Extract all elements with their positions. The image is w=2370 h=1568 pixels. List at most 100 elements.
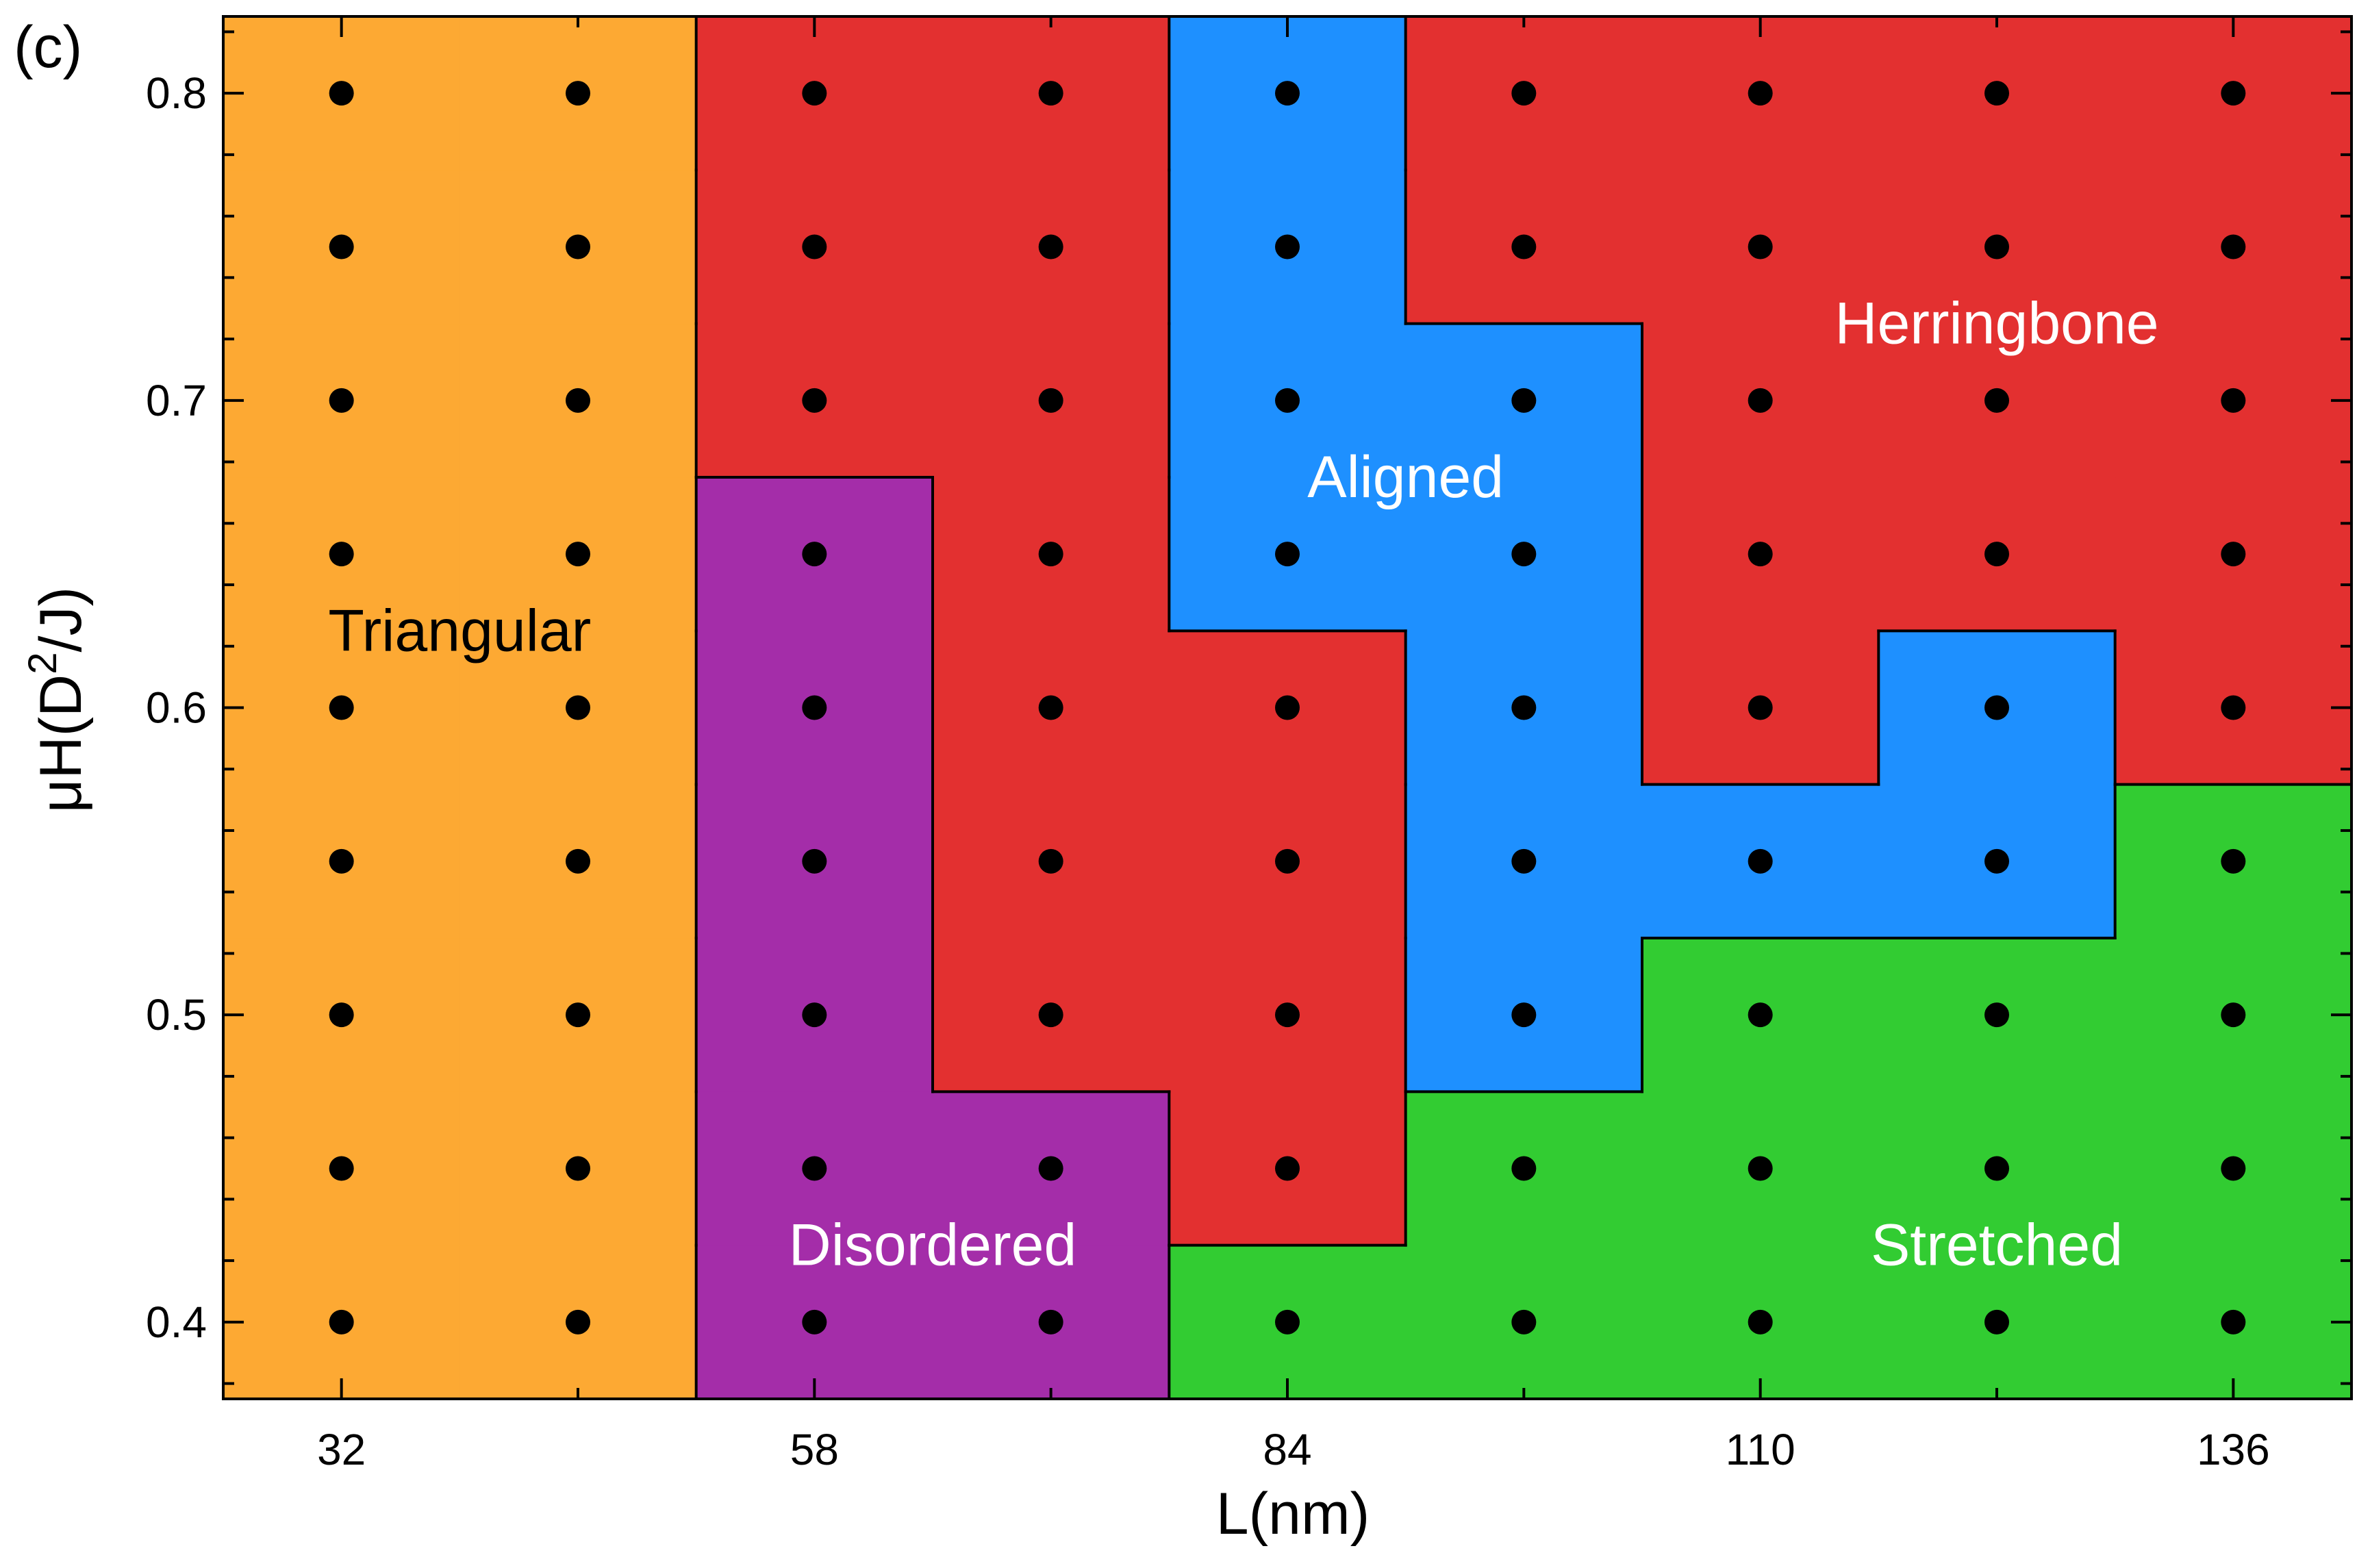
data-point bbox=[1511, 1002, 1537, 1028]
x-tick-label: 110 bbox=[1726, 1425, 1795, 1474]
data-point bbox=[1275, 695, 1300, 720]
phase-boundaries bbox=[694, 15, 2353, 1400]
data-point bbox=[1038, 388, 1063, 413]
data-point bbox=[329, 695, 354, 720]
y-tick-label: 0.8 bbox=[146, 68, 207, 118]
data-point bbox=[1984, 1002, 2009, 1028]
data-point bbox=[566, 848, 590, 874]
data-point bbox=[1275, 848, 1300, 874]
data-point bbox=[1984, 81, 2009, 106]
data-point bbox=[2221, 1002, 2246, 1028]
data-point bbox=[1038, 848, 1063, 874]
data-point bbox=[1748, 234, 1773, 260]
region-label-herringbone: Herringbone bbox=[1835, 291, 2158, 357]
data-point bbox=[329, 542, 354, 567]
data-point bbox=[802, 81, 827, 106]
data-point bbox=[1275, 234, 1300, 260]
data-point bbox=[1748, 1002, 1773, 1028]
data-point bbox=[802, 1002, 827, 1028]
data-point bbox=[1275, 1002, 1300, 1028]
data-point bbox=[2221, 388, 2246, 413]
data-point bbox=[329, 848, 354, 874]
data-point bbox=[802, 848, 827, 874]
data-point bbox=[1511, 1309, 1537, 1335]
data-point bbox=[1038, 1002, 1063, 1028]
data-point bbox=[566, 542, 590, 567]
data-point bbox=[566, 81, 590, 106]
data-point bbox=[329, 1002, 354, 1028]
y-tick-label: 0.6 bbox=[146, 683, 207, 733]
data-point bbox=[802, 1156, 827, 1181]
data-point bbox=[2221, 542, 2246, 567]
region-label-disordered: Disordered bbox=[789, 1213, 1077, 1278]
x-tick-label: 58 bbox=[790, 1425, 839, 1474]
data-point bbox=[2221, 81, 2246, 106]
data-point bbox=[2221, 1309, 2246, 1335]
data-point bbox=[802, 234, 827, 260]
y-tick-label: 0.7 bbox=[146, 376, 207, 425]
data-point bbox=[1748, 1309, 1773, 1335]
data-point bbox=[1511, 695, 1537, 720]
data-points bbox=[329, 81, 2246, 1335]
y-axis-label: μH(D2/J) bbox=[21, 587, 94, 813]
data-point bbox=[1038, 81, 1063, 106]
x-tick-labels: 32 58 84 110 136 bbox=[317, 1425, 2270, 1474]
data-point bbox=[1275, 1309, 1300, 1335]
x-axis-label: L(nm) bbox=[1216, 1481, 1370, 1547]
data-point bbox=[2221, 848, 2246, 874]
data-point bbox=[566, 695, 590, 720]
data-point bbox=[2221, 695, 2246, 720]
data-point bbox=[1748, 388, 1773, 413]
data-point bbox=[1038, 542, 1063, 567]
data-point bbox=[1984, 388, 2009, 413]
data-point bbox=[1984, 234, 2009, 260]
data-point bbox=[1984, 695, 2009, 720]
y-tick-label: 0.5 bbox=[146, 990, 207, 1039]
data-point bbox=[566, 388, 590, 413]
data-point bbox=[566, 1309, 590, 1335]
plot-frame bbox=[222, 15, 2353, 1400]
data-point bbox=[329, 1309, 354, 1335]
y-axis-label-superscript: 2 bbox=[21, 652, 65, 674]
data-point bbox=[1511, 81, 1537, 106]
data-point bbox=[1748, 695, 1773, 720]
data-point bbox=[1511, 848, 1537, 874]
data-point bbox=[1038, 234, 1063, 260]
data-point bbox=[2221, 1156, 2246, 1181]
data-point bbox=[1748, 81, 1773, 106]
data-point bbox=[566, 1156, 590, 1181]
data-point bbox=[1748, 1156, 1773, 1181]
region-label-aligned: Aligned bbox=[1307, 444, 1504, 510]
data-point bbox=[1511, 1156, 1537, 1181]
data-point bbox=[1984, 848, 2009, 874]
data-point bbox=[566, 1002, 590, 1028]
data-point bbox=[1511, 234, 1537, 260]
x-tick-label: 32 bbox=[317, 1425, 366, 1474]
data-point bbox=[1038, 1309, 1063, 1335]
data-point bbox=[1984, 1309, 2009, 1335]
data-point bbox=[2221, 234, 2246, 260]
data-point bbox=[1511, 388, 1537, 413]
panel-label: (c) bbox=[14, 14, 82, 80]
data-point bbox=[329, 388, 354, 413]
region-labels: Triangular Herringbone Aligned Disordered St… bbox=[328, 291, 2158, 1278]
data-point bbox=[566, 234, 590, 260]
region-label-stretched: Stretched bbox=[1871, 1213, 2123, 1278]
y-tick-labels: 0.4 0.5 0.6 0.7 0.8 bbox=[146, 68, 207, 1347]
axis-ticks bbox=[223, 16, 2352, 1399]
data-point bbox=[1748, 542, 1773, 567]
data-point bbox=[1275, 81, 1300, 106]
data-point bbox=[329, 1156, 354, 1181]
data-point bbox=[802, 1309, 827, 1335]
data-point bbox=[1984, 542, 2009, 567]
data-point bbox=[802, 542, 827, 567]
region-label-triangular: Triangular bbox=[328, 598, 591, 663]
x-tick-label: 84 bbox=[1263, 1425, 1311, 1474]
data-point bbox=[1038, 695, 1063, 720]
data-point bbox=[802, 695, 827, 720]
data-point bbox=[1038, 1156, 1063, 1181]
data-point bbox=[329, 81, 354, 106]
data-point bbox=[329, 234, 354, 260]
data-point bbox=[1275, 542, 1300, 567]
